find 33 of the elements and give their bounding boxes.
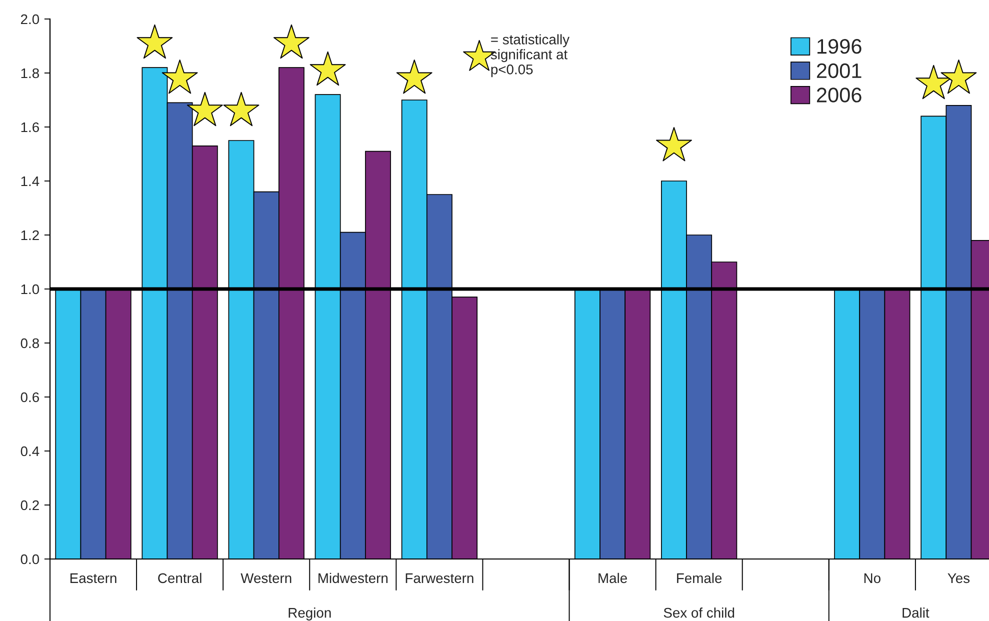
point [136, 24, 173, 59]
x-tick-label: Eastern [70, 573, 116, 584]
y-tick-label: 1.6 [21, 122, 39, 132]
y-tick-label: 0.6 [20, 392, 39, 402]
y-tick-label: 2.0 [20, 14, 40, 24]
point [656, 127, 692, 162]
text: Sex of child [664, 608, 734, 618]
legend-label: 2006 [816, 88, 862, 102]
y-tick-label: 1.0 [21, 284, 40, 294]
x-tick-label: Yes [948, 573, 970, 584]
y-tick-label: 1.2 [21, 230, 39, 240]
y-tick-label: 0.4 [20, 446, 40, 456]
point [396, 60, 432, 94]
legend-label: 1996 [818, 39, 862, 54]
y-tick-label: 1.8 [21, 68, 39, 78]
y-tick-label: 0.0 [20, 554, 40, 564]
x-tick-label: Female [677, 572, 722, 584]
x-tick-label: Western [240, 573, 292, 584]
x-tick-label: Midwestern [318, 572, 388, 584]
y-tick-label: 1.4 [21, 176, 40, 186]
point [310, 51, 346, 86]
y-tick-label: 0.2 [20, 500, 39, 510]
y-tick-label: 0.8 [20, 338, 39, 348]
point [916, 64, 952, 100]
point [223, 92, 260, 126]
legend-label: = statistically significant at p<0.05 [490, 34, 570, 78]
x-tick-label: Farwestern [406, 573, 474, 584]
x-tick-label: Central [158, 572, 202, 584]
x-tick-label: Male [598, 572, 627, 584]
legend-label: 2001 [816, 63, 862, 78]
text: Dalit [902, 608, 930, 618]
text: Region [288, 608, 331, 620]
x-tick-label: No [864, 573, 880, 584]
